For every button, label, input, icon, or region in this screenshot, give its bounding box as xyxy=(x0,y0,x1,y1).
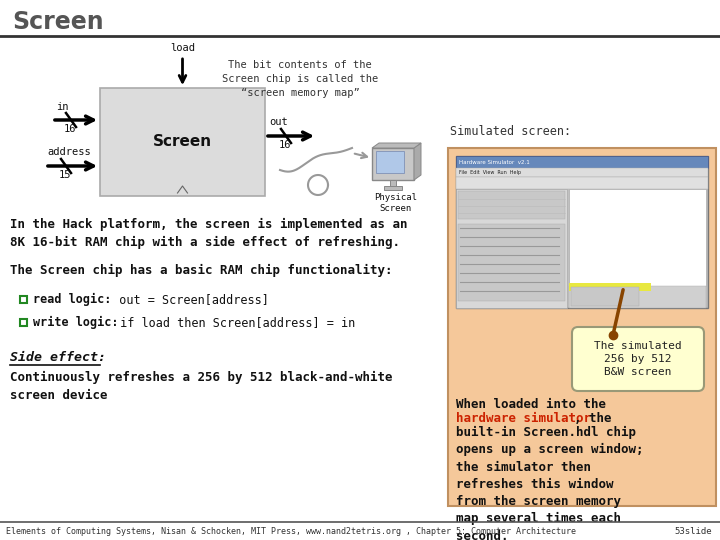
Bar xyxy=(20,296,27,303)
Bar xyxy=(456,189,567,308)
Bar xyxy=(376,151,404,173)
Text: The Screen chip has a basic RAM chip functionality:: The Screen chip has a basic RAM chip fun… xyxy=(10,264,392,277)
FancyBboxPatch shape xyxy=(572,327,704,391)
Bar xyxy=(569,189,706,286)
Text: built-in Screen.hdl chip
opens up a screen window;
the simulator then
refreshes : built-in Screen.hdl chip opens up a scre… xyxy=(456,426,644,540)
Text: 16: 16 xyxy=(279,140,292,150)
Text: 16: 16 xyxy=(64,124,76,134)
Bar xyxy=(456,156,708,168)
Bar xyxy=(571,287,639,306)
Text: Simulated screen:: Simulated screen: xyxy=(450,125,571,138)
Bar xyxy=(390,180,396,186)
Text: load: load xyxy=(170,43,195,53)
Text: out: out xyxy=(269,117,288,127)
Bar xyxy=(569,283,651,291)
Text: Screen: Screen xyxy=(12,10,104,34)
Polygon shape xyxy=(372,143,421,148)
Text: In the Hack platform, the screen is implemented as an
8K 16-bit RAM chip with a : In the Hack platform, the screen is impl… xyxy=(10,218,408,249)
Text: hardware simulator: hardware simulator xyxy=(456,412,591,425)
Text: Screen: Screen xyxy=(153,134,212,150)
Bar xyxy=(458,224,565,301)
Text: Hardware Simulator  v2.1: Hardware Simulator v2.1 xyxy=(459,159,530,165)
Bar xyxy=(20,319,27,326)
Bar xyxy=(456,156,708,308)
Bar xyxy=(372,148,414,180)
Bar xyxy=(100,88,265,196)
Bar xyxy=(458,191,565,219)
Text: in: in xyxy=(56,102,68,112)
Text: Elements of Computing Systems, Nisan & Schocken, MIT Press, www.nand2tetris.org : Elements of Computing Systems, Nisan & S… xyxy=(6,528,576,537)
Text: The bit contents of the
Screen chip is called the
“screen memory map”: The bit contents of the Screen chip is c… xyxy=(222,60,378,98)
Text: Physical
Screen: Physical Screen xyxy=(374,193,418,213)
Bar xyxy=(456,168,708,177)
Bar xyxy=(456,177,708,189)
Text: 53slide: 53slide xyxy=(675,528,712,537)
Text: read logic:: read logic: xyxy=(33,293,112,306)
Text: File  Edit  View  Run  Help: File Edit View Run Help xyxy=(459,170,521,175)
Text: 15: 15 xyxy=(59,170,71,180)
Text: Continuously refreshes a 256 by 512 black-and-white
screen device: Continuously refreshes a 256 by 512 blac… xyxy=(10,371,392,402)
Text: Side effect:: Side effect: xyxy=(10,351,106,364)
Text: address: address xyxy=(47,147,91,157)
Text: if load then Screen[address] = in: if load then Screen[address] = in xyxy=(113,316,355,329)
Text: out = Screen[address]: out = Screen[address] xyxy=(105,293,269,306)
Polygon shape xyxy=(414,143,421,180)
Text: When loaded into the: When loaded into the xyxy=(456,398,606,411)
Bar xyxy=(384,186,402,190)
Text: The simulated
256 by 512
B&W screen: The simulated 256 by 512 B&W screen xyxy=(594,341,682,377)
Text: write logic:: write logic: xyxy=(33,316,119,329)
Bar xyxy=(569,286,706,308)
Text: , the: , the xyxy=(574,412,611,425)
Bar xyxy=(448,148,716,506)
